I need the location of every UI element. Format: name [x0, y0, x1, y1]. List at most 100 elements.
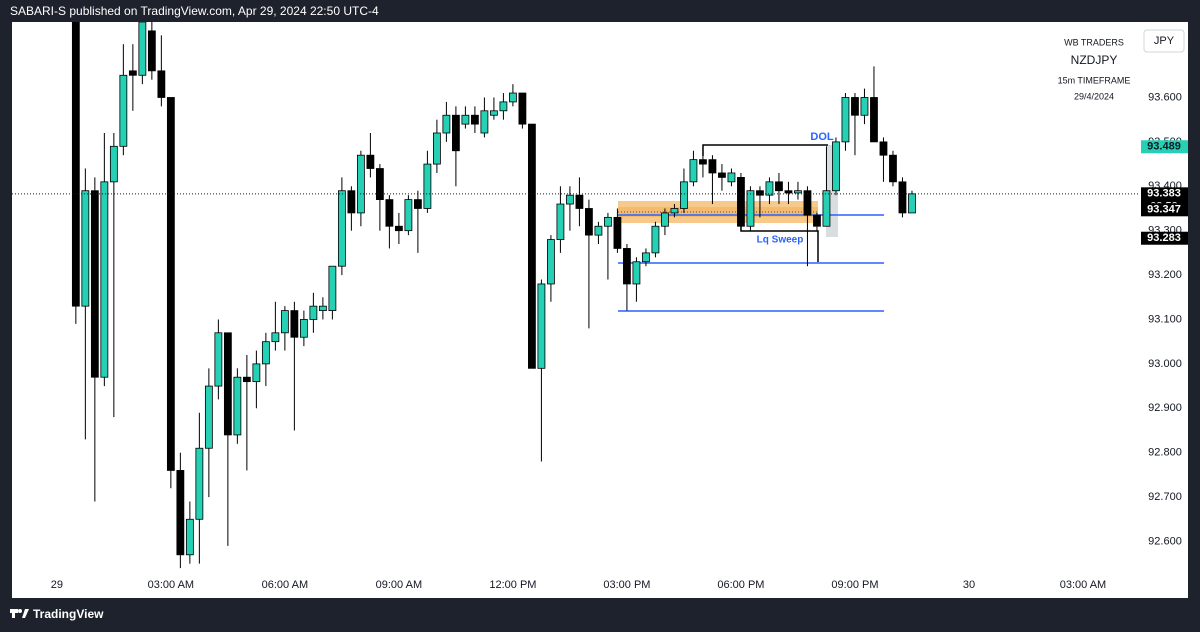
y-tick-label: 93.000: [1148, 358, 1182, 370]
watermark: 15m TIMEFRAME: [1058, 75, 1131, 85]
x-tick-label: 06:00 AM: [262, 579, 308, 591]
candle-body: [280, 310, 289, 334]
candle-body: [480, 110, 489, 134]
price-tag-label: 93.489: [1147, 141, 1181, 153]
x-tick-label: 03:00 PM: [603, 579, 650, 591]
candle-body: [176, 470, 185, 556]
candle-body: [699, 159, 707, 165]
candle-body: [898, 181, 907, 214]
candle-body: [385, 199, 394, 227]
candle-body: [128, 70, 137, 76]
candle-body: [851, 97, 859, 116]
candle-body: [632, 261, 641, 285]
price-tag-label: 93.383: [1147, 188, 1181, 200]
price-tag: [1141, 203, 1188, 217]
x-tick-label: 12:00 PM: [489, 579, 536, 591]
candle-body: [537, 283, 546, 369]
currency[interactable]: JPY: [1154, 35, 1175, 47]
candle-body: [680, 181, 688, 209]
candle-body: [870, 97, 878, 143]
candle-body: [337, 190, 346, 267]
x-tick-label: 29: [51, 579, 63, 591]
y-tick-label: 92.800: [1148, 447, 1182, 459]
candle-body: [613, 216, 622, 249]
candle-body: [727, 172, 736, 183]
candle-body: [90, 190, 99, 378]
candle-body: [366, 154, 375, 169]
candle-body: [908, 193, 916, 214]
currency-button[interactable]: [1143, 29, 1185, 53]
candle-body: [509, 92, 517, 103]
candle-body: [452, 114, 460, 152]
candle-body: [100, 181, 109, 378]
candle-body: [119, 74, 128, 147]
candles: [71, 22, 916, 569]
candle-body: [860, 97, 869, 116]
candle-body: [261, 341, 270, 365]
y-tick-label: 93.200: [1148, 269, 1182, 281]
candle-body: [784, 190, 793, 194]
brand: TradingView: [33, 607, 104, 621]
watermark: WB TRADERS: [1064, 37, 1124, 47]
candle-body: [841, 97, 850, 143]
candle-body: [356, 154, 365, 214]
chart-title: SABARI-S published on TradingView.com, A…: [10, 4, 379, 18]
candle-body: [299, 319, 308, 338]
candle-body: [233, 376, 242, 436]
candle-body: [813, 214, 821, 227]
candle-body: [404, 199, 413, 232]
candle-body: [223, 332, 232, 436]
price-tag: [1141, 140, 1188, 154]
candle-body: [832, 141, 840, 192]
candle-body: [765, 181, 774, 196]
x-tick-label: 30: [963, 579, 975, 591]
candle-body: [252, 363, 261, 383]
candle-body: [623, 248, 631, 285]
candle-body: [433, 132, 441, 165]
candle-body: [708, 159, 717, 174]
watermark: 29/4/2024: [1074, 91, 1114, 101]
candle-body: [566, 194, 574, 205]
candle-body: [318, 305, 327, 312]
watermark: NZDJPY: [1071, 53, 1118, 67]
candle-body: [309, 305, 318, 320]
price-tag-label: 93.347: [1147, 204, 1181, 216]
candle-body: [689, 159, 698, 183]
candle-body: [604, 216, 612, 227]
candle-body: [756, 190, 764, 196]
y-tick-label: 92.600: [1148, 535, 1182, 547]
brand-logo: [10, 609, 29, 618]
candle-body: [746, 190, 755, 227]
x-tick-label: 06:00 PM: [717, 579, 764, 591]
candle-body: [394, 225, 403, 232]
candle-body: [242, 376, 251, 383]
x-tick-label: 03:00 AM: [148, 579, 194, 591]
y-tick-label: 92.700: [1148, 491, 1182, 503]
candle-body: [642, 252, 650, 263]
candle-body: [528, 123, 536, 369]
candle-body: [328, 265, 337, 312]
candle-body: [556, 203, 565, 240]
y-tick-label: 93.100: [1148, 313, 1182, 325]
candle-body: [889, 154, 897, 183]
candle-body: [547, 239, 555, 285]
candle-body: [166, 97, 175, 471]
candle-body: [195, 447, 204, 520]
candle-body: [442, 114, 451, 134]
candle-body: [594, 225, 603, 236]
candle-body: [661, 212, 669, 227]
candle-body: [204, 385, 213, 449]
candle-body: [490, 110, 498, 116]
candle-body: [290, 310, 299, 338]
candle-body: [879, 141, 888, 156]
candle-body: [575, 194, 584, 209]
candle-body: [775, 181, 783, 192]
candle-body: [803, 190, 812, 216]
candle-body: [651, 225, 660, 254]
candle-body: [271, 332, 280, 343]
chart-area: [12, 22, 1188, 598]
candle-body: [109, 145, 118, 183]
candle-body: [147, 30, 156, 72]
candle-body: [822, 190, 831, 227]
